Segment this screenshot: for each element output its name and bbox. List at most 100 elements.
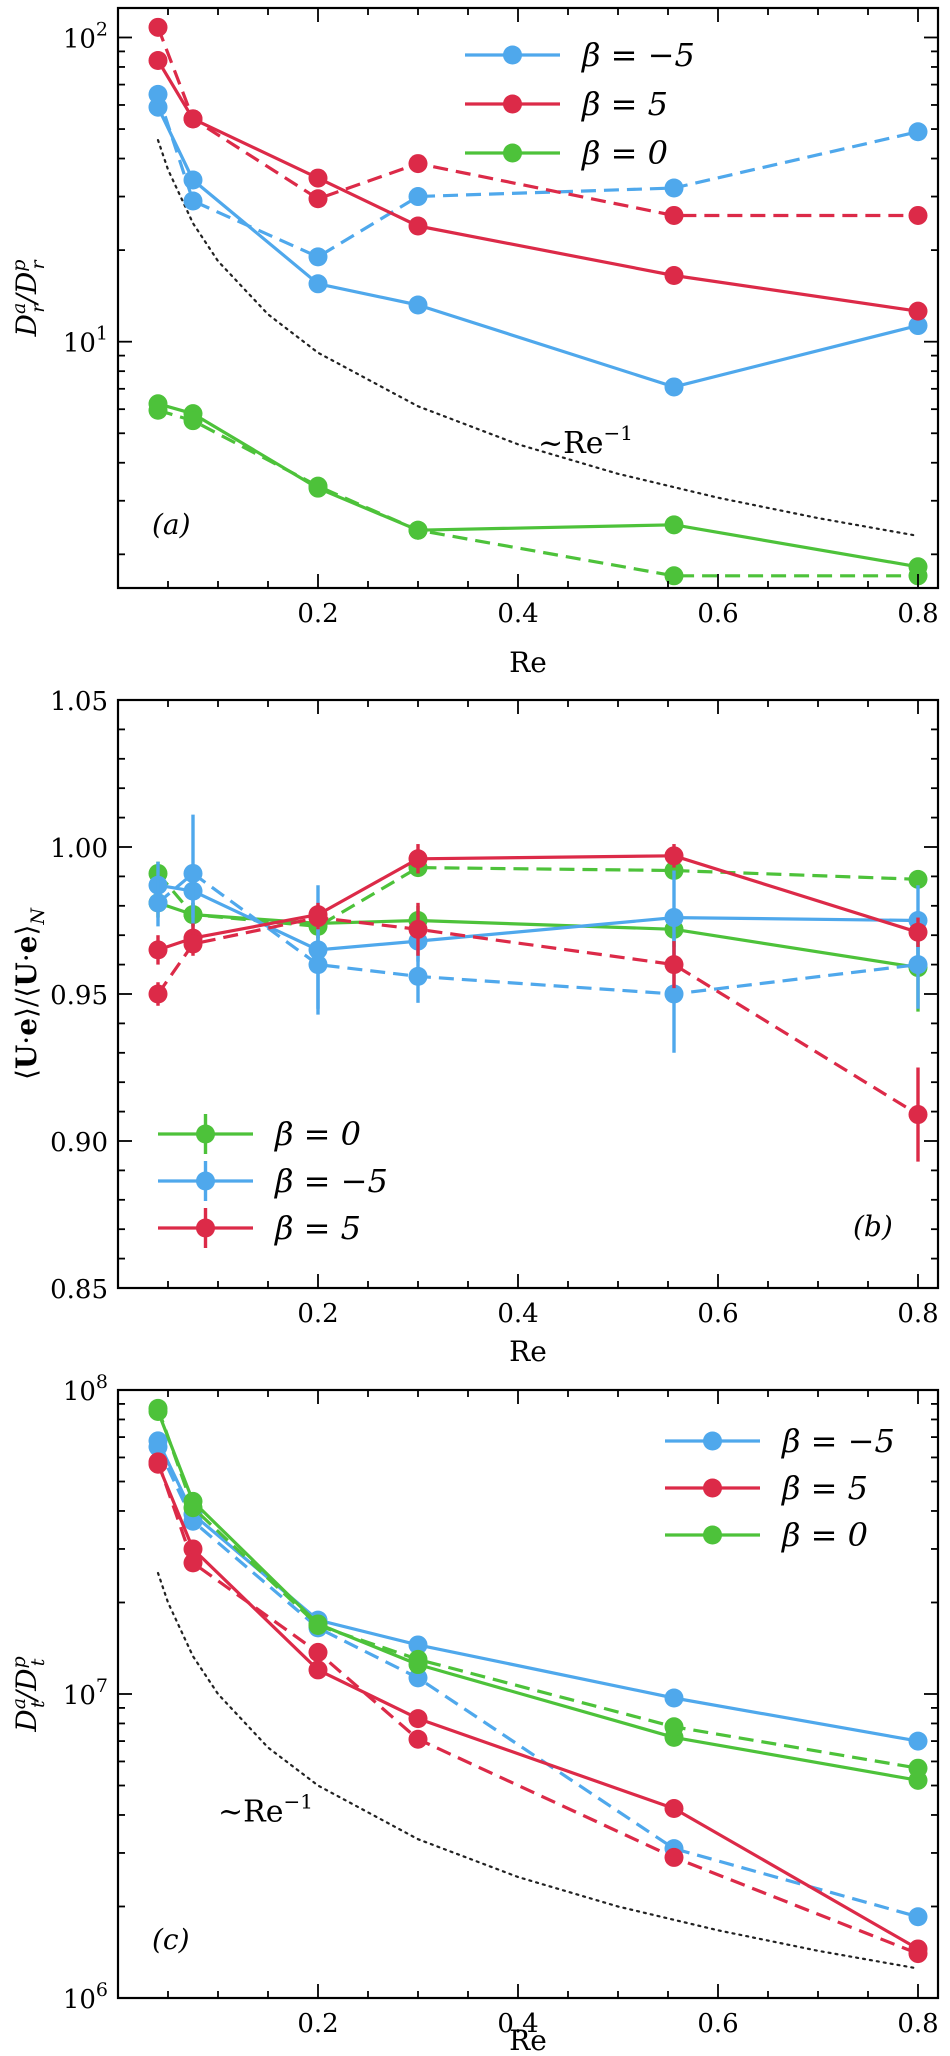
- reference-curve: [156, 1571, 920, 1970]
- legend-label: β = 5: [274, 1209, 361, 1247]
- y-tick-label: 101: [63, 323, 108, 359]
- x-axis-label: Re: [509, 646, 547, 679]
- legend-label: β = −5: [274, 1162, 388, 1200]
- data-point: [308, 955, 328, 975]
- legend-label: β = 0: [581, 134, 668, 172]
- axes-frame: [116, 698, 940, 1290]
- data-point: [183, 1553, 203, 1573]
- data-point: [183, 1498, 203, 1518]
- legend-marker: [703, 1525, 722, 1545]
- data-point: [664, 515, 684, 535]
- data-point: [408, 187, 428, 207]
- scaling-annotation: ~Re−1: [218, 1790, 313, 1830]
- data-point: [308, 1660, 328, 1680]
- series-beta-0-solid: [148, 888, 928, 1012]
- data-point: [908, 205, 928, 225]
- data-point: [908, 1105, 928, 1125]
- legend-label: β = 5: [781, 1469, 868, 1507]
- series-beta-0-dashed: [148, 1398, 928, 1778]
- series-beta-0-dashed: [148, 400, 928, 586]
- y-tick-label: 0.90: [50, 1128, 108, 1158]
- data-point: [664, 984, 684, 1004]
- data-point: [408, 295, 428, 315]
- y-tick-label: 107: [63, 1675, 108, 1711]
- legend-marker: [703, 1478, 722, 1498]
- data-point: [908, 1944, 928, 1964]
- x-tick-label: 0.6: [697, 599, 738, 629]
- data-point: [148, 893, 168, 913]
- series-beta-5-solid: [148, 51, 928, 321]
- data-point: [308, 476, 328, 496]
- panel-label: (b): [853, 1210, 893, 1243]
- series-line: [156, 1461, 919, 1956]
- data-point: [183, 1511, 203, 1531]
- data-point: [908, 316, 928, 336]
- x-tick-label: 0.6: [697, 1299, 738, 1329]
- y-axis-label: ⟨U·e⟩/⟨U·e⟩N: [10, 907, 49, 1080]
- legend-entry: β = 0: [665, 1516, 868, 1554]
- scaling-annotation: ~Re−1: [538, 421, 633, 461]
- y-tick-label: 0.95: [50, 981, 108, 1011]
- legend-label: β = 0: [781, 1516, 868, 1554]
- legend-entry: β = −5: [665, 1422, 895, 1460]
- legend-entry: β = 0: [465, 134, 668, 172]
- data-point: [308, 1616, 328, 1636]
- y-tick-label: 1.05: [50, 687, 108, 717]
- data-point: [664, 266, 684, 286]
- data-point: [408, 1649, 428, 1669]
- series-line: [156, 1407, 919, 1770]
- data-point: [908, 301, 928, 321]
- y-tick-label: 108: [63, 1371, 108, 1407]
- data-point: [148, 1398, 168, 1418]
- data-point: [908, 1731, 928, 1751]
- x-tick-label: 0.4: [497, 1299, 538, 1329]
- data-point: [408, 1668, 428, 1688]
- data-point: [408, 1709, 428, 1729]
- legend-marker: [503, 94, 522, 114]
- data-point: [308, 274, 328, 294]
- data-point: [148, 940, 168, 960]
- x-axis-label: Re: [509, 2024, 547, 2056]
- legend-marker: [503, 45, 522, 65]
- data-point: [148, 84, 168, 104]
- legend: β = −5 β = 5 β = 0: [665, 1422, 895, 1554]
- legend-label: β = 0: [274, 1115, 361, 1153]
- data-point: [664, 1847, 684, 1867]
- series-beta-0-solid: [148, 1401, 928, 1790]
- series-beta-m5-solid: [148, 97, 928, 397]
- series-beta-m5-dashed: [148, 84, 928, 267]
- data-point: [408, 919, 428, 939]
- data-point: [408, 520, 428, 540]
- x-tick-label: 0.8: [897, 1299, 938, 1329]
- legend: β = −5 β = 5 β = 0: [465, 36, 695, 172]
- data-point: [664, 908, 684, 928]
- data-point: [908, 1758, 928, 1778]
- data-point: [408, 154, 428, 174]
- data-point: [308, 189, 328, 209]
- data-point: [664, 566, 684, 586]
- data-point: [148, 400, 168, 420]
- legend-entry: β = 5: [465, 85, 668, 123]
- series-line: [156, 93, 919, 259]
- y-tick-label: 106: [63, 1979, 108, 2015]
- legend-entry: β = −5: [158, 1161, 388, 1201]
- data-point: [408, 1729, 428, 1749]
- data-point: [664, 377, 684, 397]
- legend-label: β = 5: [581, 85, 668, 123]
- y-tick-label: 1.00: [50, 834, 108, 864]
- series-line: [156, 871, 919, 996]
- panel-label: (c): [152, 1923, 190, 1956]
- panel-b: 0.2 0.4 0.6 0.8 0.85 0.90 0.95 1.00 1.05 Re ⟨U·e⟩/…: [10, 687, 940, 1368]
- series-beta-m5-solid: [148, 861, 928, 1015]
- data-point: [664, 1688, 684, 1708]
- data-point: [308, 1642, 328, 1662]
- data-point: [664, 846, 684, 866]
- data-point: [664, 1717, 684, 1737]
- data-point: [183, 411, 203, 431]
- series-line: [156, 26, 918, 218]
- series-beta-5-dashed: [148, 902, 928, 1162]
- legend-label: β = −5: [781, 1422, 895, 1460]
- series-beta-5-dashed: [148, 1452, 928, 1964]
- data-point: [664, 955, 684, 975]
